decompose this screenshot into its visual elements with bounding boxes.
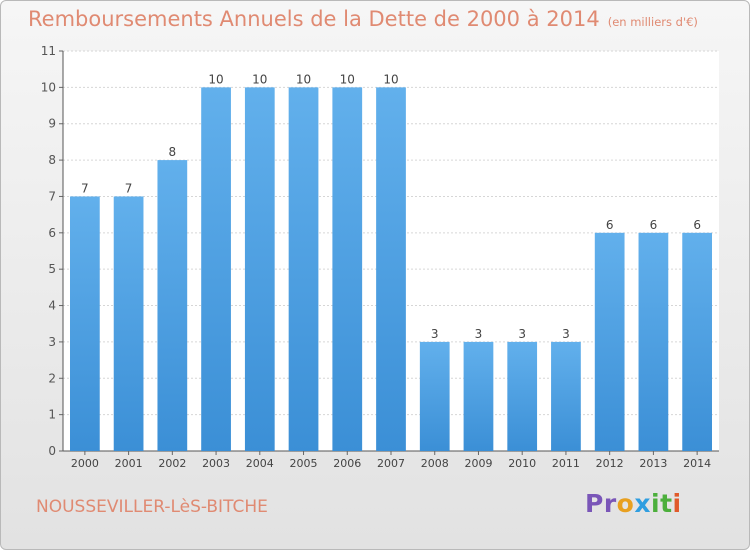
y-tick-label: 0 bbox=[48, 444, 56, 458]
bar bbox=[376, 87, 406, 451]
logo-letter: r bbox=[603, 489, 617, 518]
bar-value-label: 3 bbox=[475, 327, 483, 341]
bar-value-label: 8 bbox=[169, 145, 177, 159]
x-tick-label: 2007 bbox=[377, 457, 405, 470]
bar-value-label: 10 bbox=[208, 72, 223, 86]
bar bbox=[113, 196, 144, 451]
y-tick-label: 5 bbox=[48, 262, 56, 276]
bar bbox=[332, 87, 363, 451]
chart-title: Remboursements Annuels de la Dette de 20… bbox=[28, 7, 698, 31]
bar bbox=[244, 87, 275, 451]
bar-value-label: 3 bbox=[518, 327, 526, 341]
y-tick-label: 1 bbox=[48, 408, 56, 422]
logo-letter: i bbox=[672, 489, 682, 518]
logo-letter: t bbox=[660, 489, 673, 518]
y-tick-label: 3 bbox=[48, 335, 56, 349]
bar-value-label: 7 bbox=[125, 181, 133, 195]
bar bbox=[638, 232, 669, 451]
bar bbox=[594, 232, 625, 451]
y-tick-label: 7 bbox=[48, 189, 56, 203]
bar bbox=[551, 341, 581, 451]
x-tick-label: 2008 bbox=[421, 457, 449, 470]
logo-letter: i bbox=[651, 489, 661, 518]
city-name: NOUSSEVILLER-LèS-BITCHE bbox=[36, 497, 268, 517]
y-tick-label: 8 bbox=[48, 153, 56, 167]
x-tick-label: 2003 bbox=[202, 457, 230, 470]
bar-value-label: 6 bbox=[650, 218, 658, 232]
bar-value-label: 3 bbox=[562, 327, 570, 341]
bar-value-label: 10 bbox=[296, 72, 311, 86]
x-tick-label: 2005 bbox=[290, 457, 318, 470]
bar-value-label: 6 bbox=[693, 218, 701, 232]
logo-letter: o bbox=[616, 489, 635, 518]
y-tick-label: 11 bbox=[41, 44, 56, 58]
x-tick-label: 2011 bbox=[552, 457, 580, 470]
x-tick-label: 2006 bbox=[333, 457, 361, 470]
bar-value-label: 3 bbox=[431, 327, 439, 341]
x-tick-label: 2009 bbox=[464, 457, 492, 470]
bar-value-label: 7 bbox=[81, 181, 89, 195]
proxiti-logo: Proxiti bbox=[585, 489, 682, 518]
x-tick-label: 2010 bbox=[508, 457, 536, 470]
y-tick-label: 6 bbox=[48, 226, 56, 240]
x-tick-label: 2000 bbox=[71, 457, 99, 470]
bar-value-label: 10 bbox=[340, 72, 355, 86]
bar bbox=[419, 341, 450, 451]
x-tick-label: 2002 bbox=[158, 457, 186, 470]
unit-note: (en milliers d'€) bbox=[607, 15, 698, 29]
y-tick-label: 9 bbox=[48, 117, 56, 131]
bar-value-label: 6 bbox=[606, 218, 614, 232]
x-tick-label: 2014 bbox=[683, 457, 711, 470]
y-tick-label: 4 bbox=[48, 299, 56, 313]
x-tick-label: 2004 bbox=[246, 457, 274, 470]
bar bbox=[201, 87, 231, 451]
bar bbox=[463, 341, 494, 451]
x-tick-label: 2013 bbox=[639, 457, 667, 470]
y-tick-label: 2 bbox=[48, 371, 56, 385]
bar-value-label: 10 bbox=[383, 72, 398, 86]
bar bbox=[157, 160, 188, 451]
bar bbox=[507, 341, 538, 451]
logo-letter: x bbox=[634, 489, 651, 518]
logo-letter: P bbox=[585, 489, 604, 518]
y-tick-label: 10 bbox=[41, 80, 56, 94]
bar bbox=[682, 232, 713, 451]
bar bbox=[288, 87, 319, 451]
x-tick-label: 2001 bbox=[115, 457, 143, 470]
bar bbox=[69, 196, 100, 451]
bar-value-label: 10 bbox=[252, 72, 267, 86]
x-tick-label: 2012 bbox=[596, 457, 624, 470]
